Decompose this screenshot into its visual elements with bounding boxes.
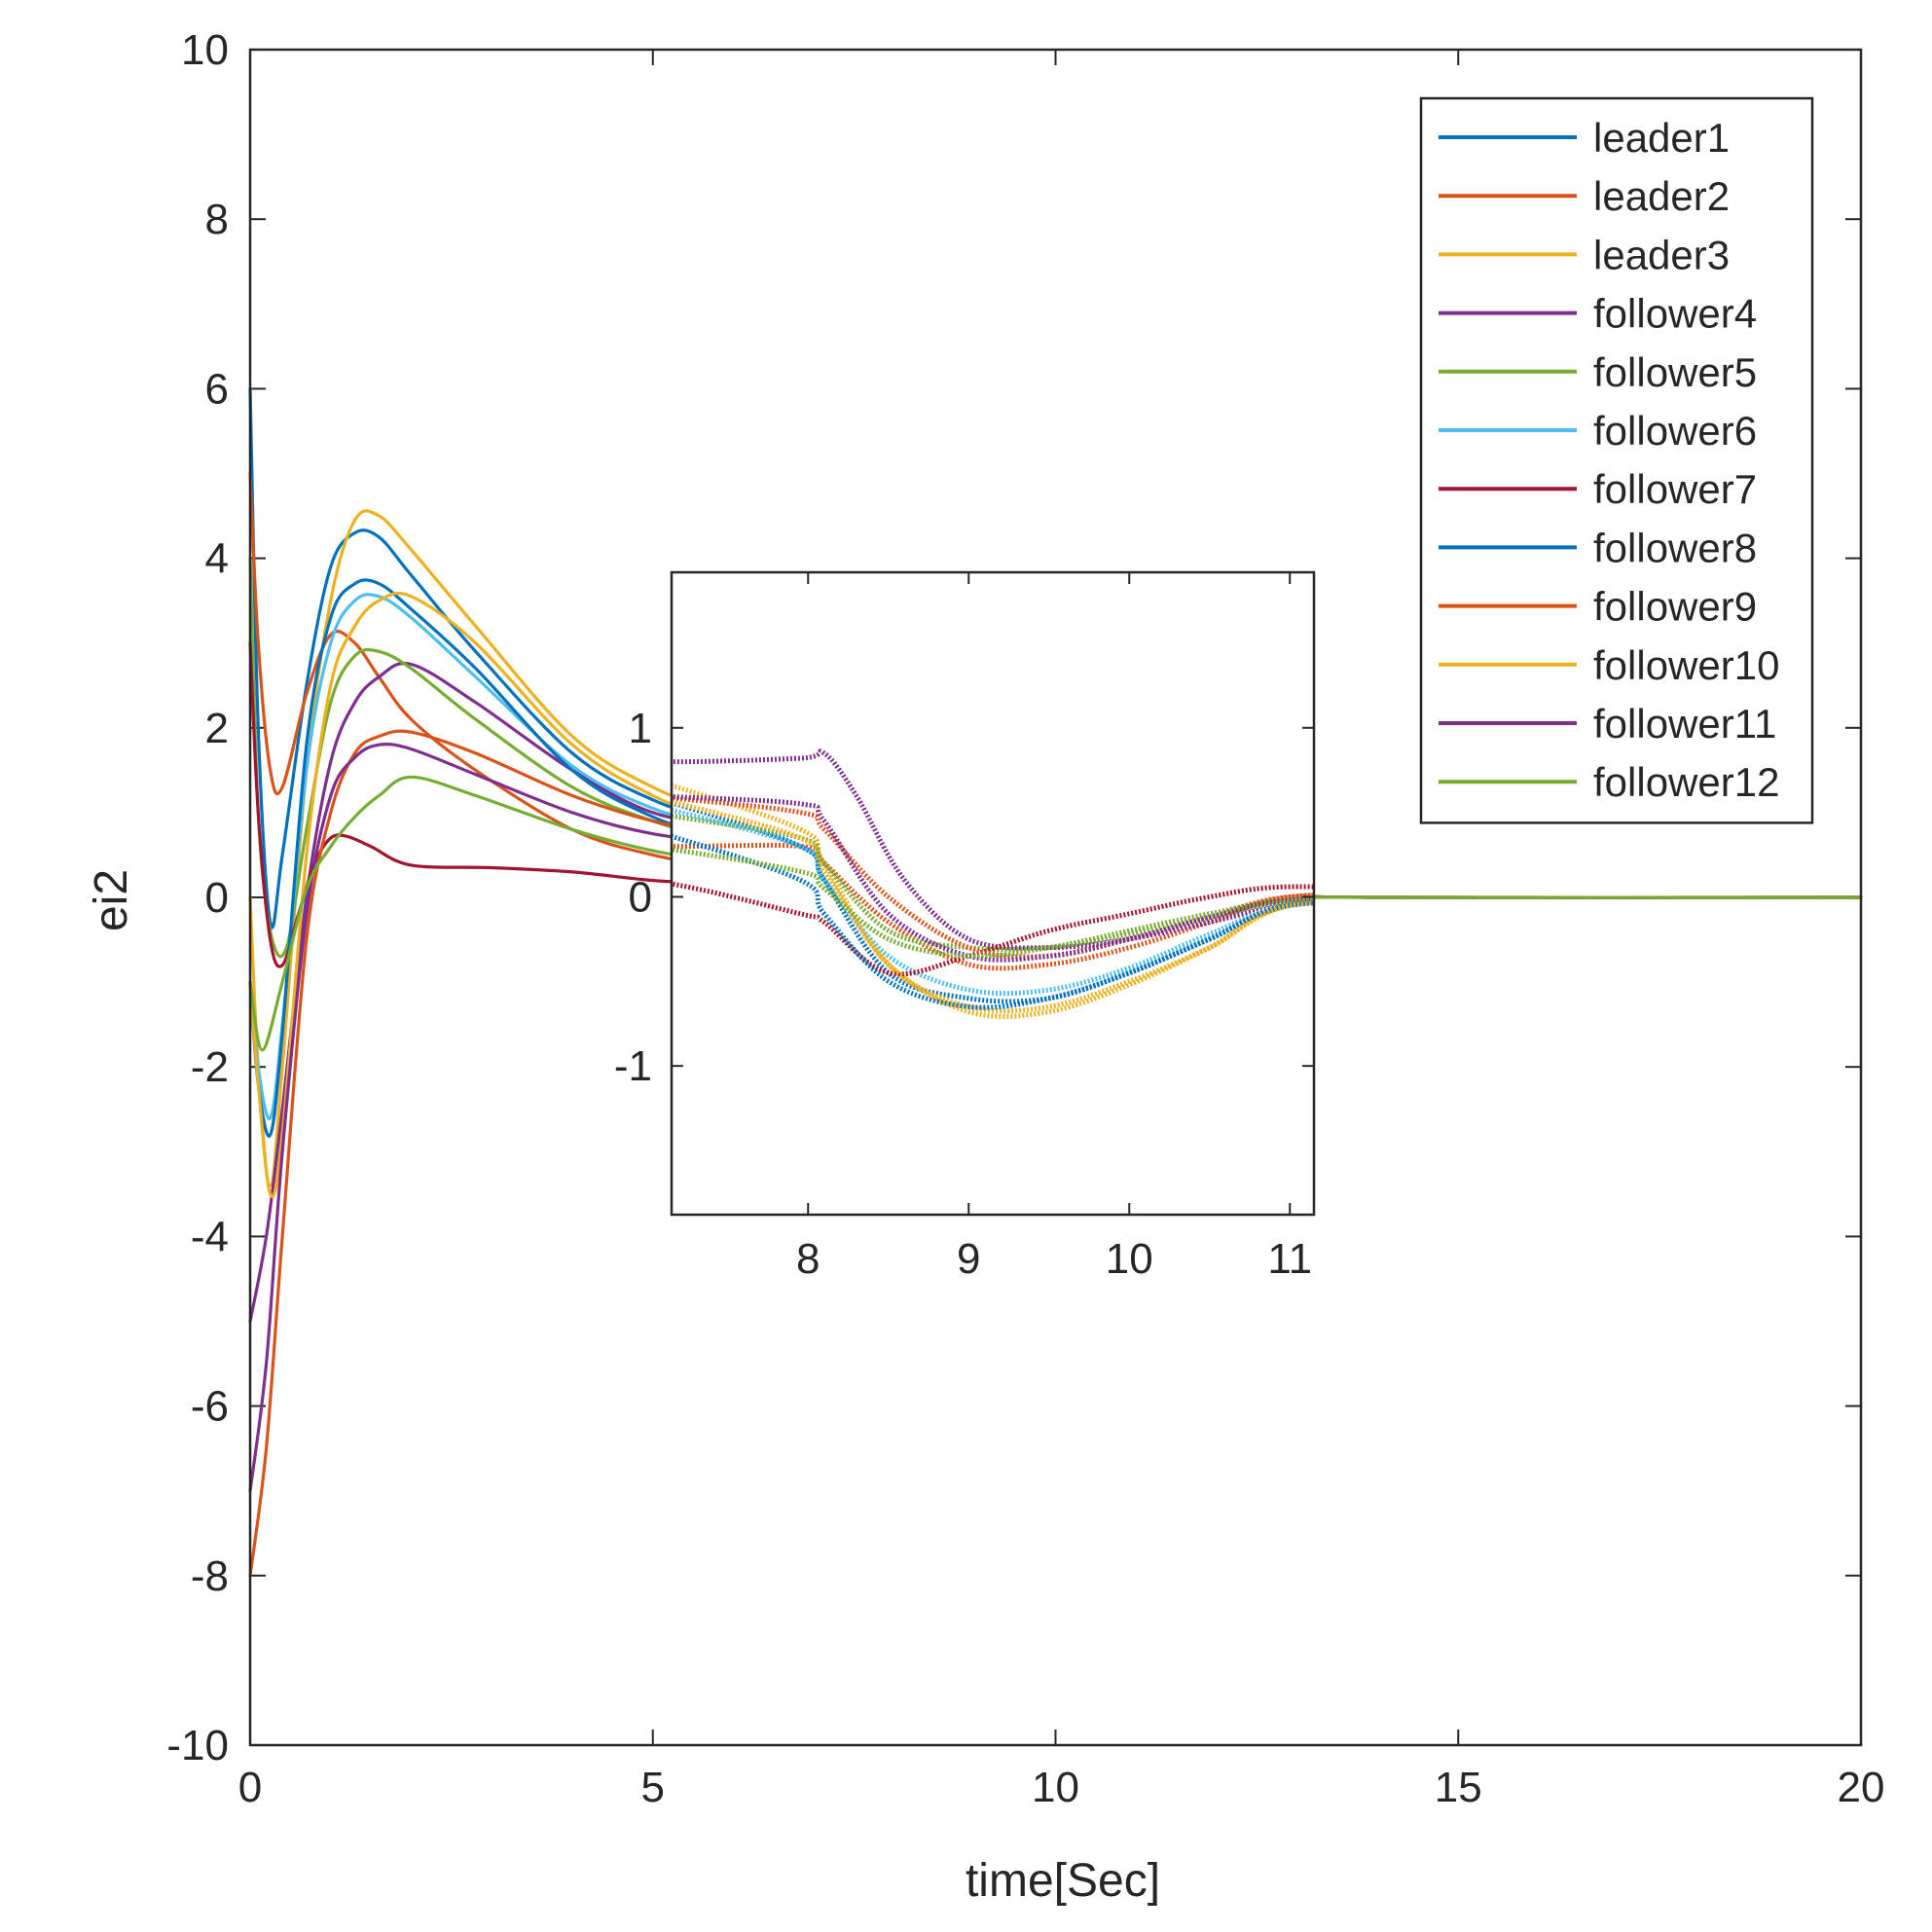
y-tick-label: -2 <box>191 1043 229 1091</box>
inset-y-tick-label: 1 <box>629 705 652 752</box>
x-axis-label: time[Sec] <box>966 1855 1160 1907</box>
legend-label-follower9: follower9 <box>1593 584 1757 630</box>
inset-y-tick-label: 0 <box>629 873 652 921</box>
inset-series-line-follower12 <box>672 847 1314 960</box>
legend-label-follower4: follower4 <box>1593 291 1757 337</box>
legend-label-follower12: follower12 <box>1593 759 1779 805</box>
inset-background <box>672 572 1314 1215</box>
y-tick-label: -6 <box>191 1383 229 1431</box>
inset-series-line-follower4 <box>672 748 1314 951</box>
legend-label-follower6: follower6 <box>1593 408 1757 454</box>
y-tick-label: 2 <box>205 705 229 752</box>
legend-label-leader1: leader1 <box>1593 115 1730 161</box>
inset-x-tick-label: 9 <box>957 1235 980 1283</box>
legend-box <box>1419 96 1814 824</box>
x-tick-label: 0 <box>238 1764 262 1811</box>
y-tick-label: -8 <box>191 1552 229 1600</box>
legend-label-follower10: follower10 <box>1593 642 1779 688</box>
legend-label-leader2: leader2 <box>1593 173 1730 219</box>
inset-axes-ticks <box>672 572 1314 1215</box>
legend-label-follower11: follower11 <box>1593 701 1776 747</box>
y-tick-label: -10 <box>166 1722 229 1769</box>
inset-series-line-leader1 <box>672 800 1314 1004</box>
main-axes-frame <box>248 48 1863 1747</box>
legend: leader1 leader2 leader3 follower4 follower5 f… <box>1419 96 1814 824</box>
inset-y-tick-label: -1 <box>614 1042 652 1090</box>
y-tick-label: 8 <box>205 196 229 243</box>
inset-x-tick-label: 10 <box>1106 1235 1153 1283</box>
y-tick-label: 4 <box>205 535 229 583</box>
x-tick-label: 10 <box>1032 1764 1079 1811</box>
x-tick-label: 5 <box>641 1764 665 1811</box>
y-tick-label: -4 <box>191 1213 229 1260</box>
inset-series-line-follower8 <box>672 833 1314 1010</box>
inset-zoom-plot: 8 9 10 11 -1 0 1 <box>614 570 1316 1283</box>
x-tick-label: 20 <box>1838 1764 1885 1811</box>
inset-series-line-follower11 <box>672 793 1314 963</box>
legend-label-follower5: follower5 <box>1593 349 1757 395</box>
legend-label-follower8: follower8 <box>1593 525 1757 570</box>
inset-tick-labels: 8 9 10 11 -1 0 1 <box>614 705 1312 1283</box>
inset-series-line-follower7 <box>672 881 1314 977</box>
legend-label-leader3: leader3 <box>1593 232 1730 277</box>
inset-x-tick-label: 11 <box>1267 1235 1312 1283</box>
legend-label-follower7: follower7 <box>1593 466 1757 512</box>
y-tick-label: 10 <box>181 26 229 74</box>
y-axis-label: ei2 <box>86 869 137 931</box>
y-tick-label: 6 <box>205 365 229 413</box>
inset-series-line-follower6 <box>672 807 1314 997</box>
inset-axes-frame <box>670 570 1316 1217</box>
x-tick-label: 15 <box>1435 1764 1482 1811</box>
y-tick-label: 0 <box>205 874 229 922</box>
inset-series-group <box>672 748 1314 1019</box>
inset-x-tick-label: 8 <box>796 1235 820 1283</box>
inset-series-line-follower9 <box>672 795 1314 960</box>
